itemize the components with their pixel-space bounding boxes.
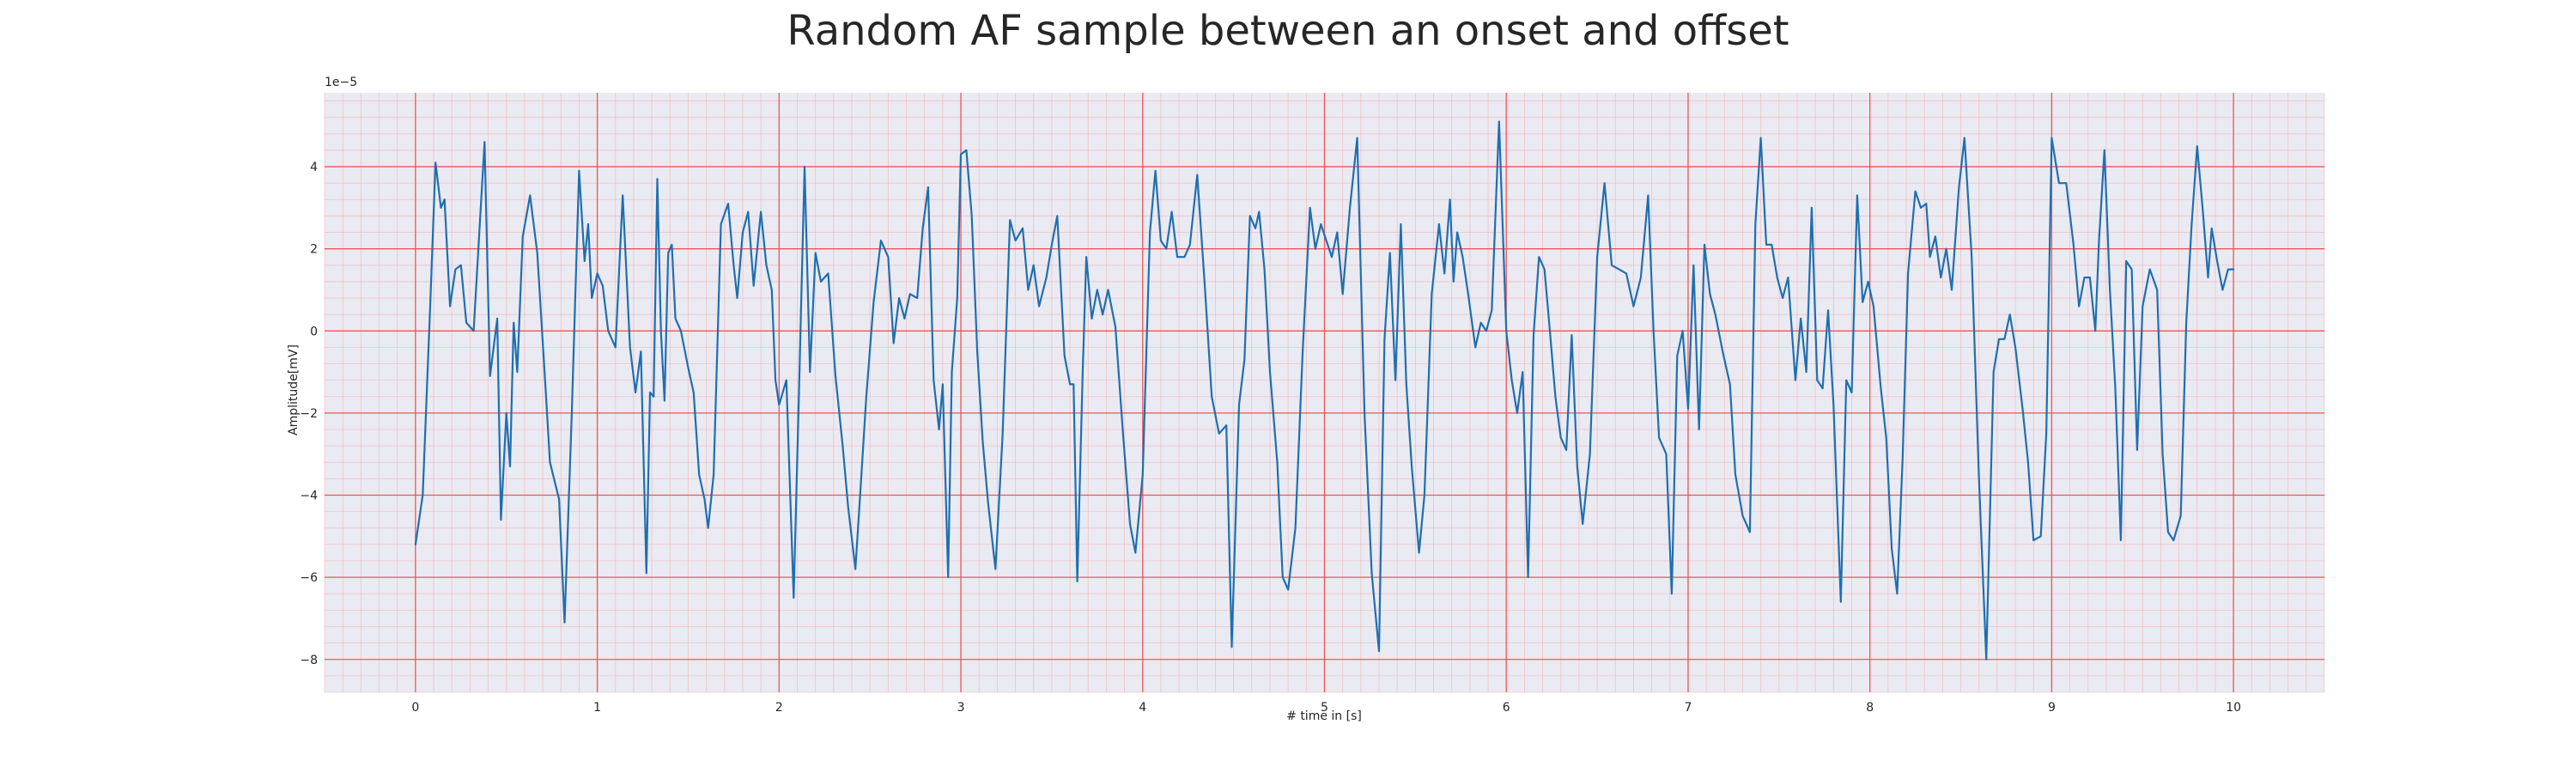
y-tick-labels: −8 −6 −4 −2 0 2 4 [300,161,318,667]
y-tick-label: 4 [310,161,318,174]
x-tick-label: 8 [1866,701,1874,715]
major-grid [325,93,2324,692]
x-tick-label: 4 [1139,701,1146,715]
x-tick-label: 1 [593,701,601,715]
x-tick-label: 0 [411,701,419,715]
y-tick-label: −6 [300,571,318,585]
series-line [414,120,2235,660]
y-offset-label: 1e−5 [325,76,357,89]
x-tick-label: 2 [775,701,783,715]
y-tick-label: −4 [300,490,318,503]
chart-title: Random AF sample between an onset and of… [787,7,1789,55]
x-tick-label: 9 [2048,701,2056,715]
x-tick-label: 3 [957,701,965,715]
y-tick-label: −8 [300,654,318,667]
x-axis-label: # time in [s] [1286,709,1362,723]
x-tick-label: 5 [1321,701,1328,715]
x-tick-label: 6 [1503,701,1510,715]
series-layer [414,120,2235,660]
y-axis-label: Amplitude[mV] [287,344,301,435]
y-tick-label: −2 [300,407,318,421]
x-tick-label: 7 [1684,701,1692,715]
y-tick-label: 0 [310,325,318,338]
x-tick-label: 10 [2226,701,2241,715]
y-tick-label: 2 [310,243,318,257]
x-tick-labels: 0 1 2 3 4 5 6 7 8 9 10 [411,701,2241,715]
